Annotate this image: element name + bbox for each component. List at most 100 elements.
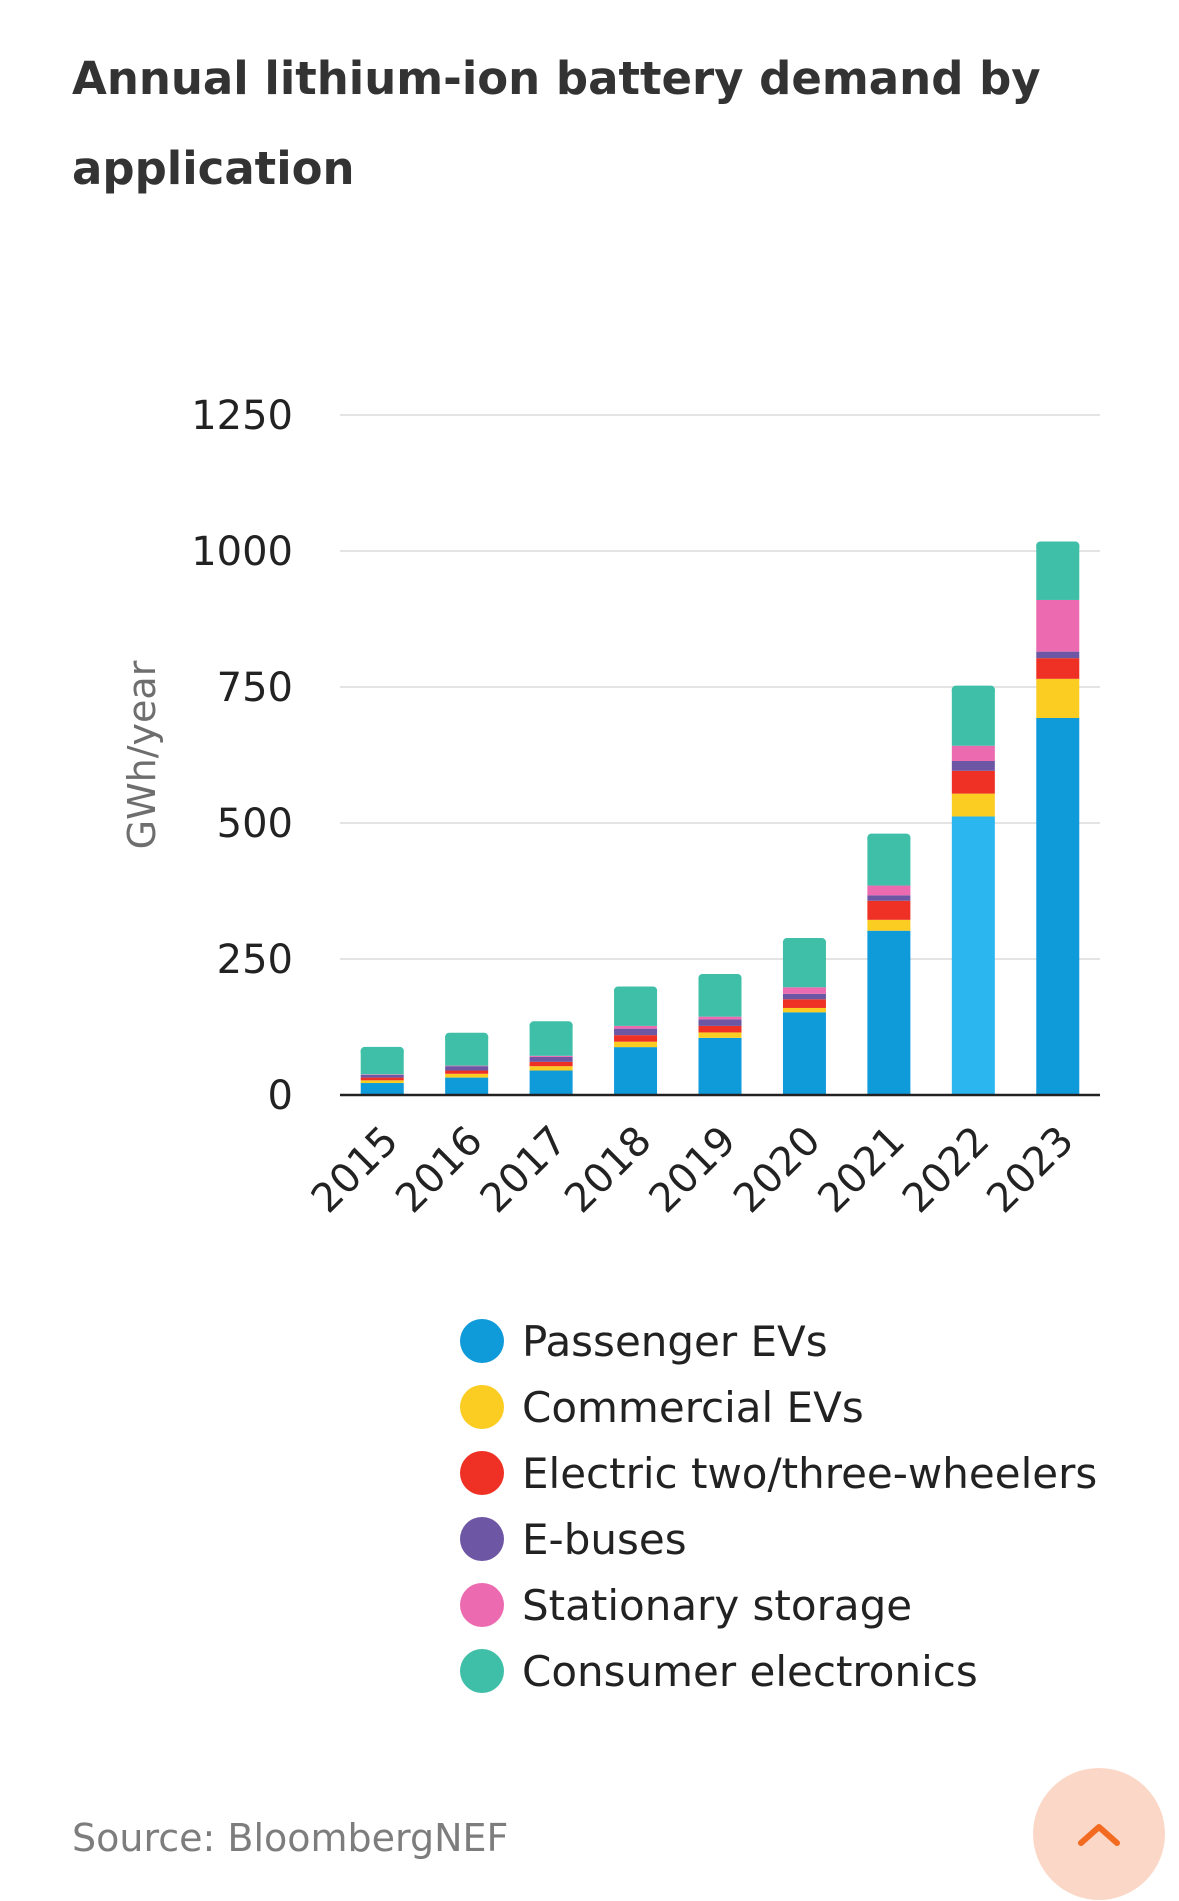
bar-segment: [360, 1074, 404, 1075]
y-tick-labels: 0 250 500 750 1000 1250: [191, 393, 293, 1119]
bar-stack-2023: [1036, 541, 1080, 1095]
bar-segment: [867, 885, 911, 896]
scroll-to-top-button[interactable]: [1033, 1768, 1165, 1900]
bar-segment: [951, 688, 995, 746]
x-tick-label: 2020: [725, 1118, 830, 1223]
bar-stack-2017: [529, 1021, 573, 1095]
bar-segment: [1036, 651, 1080, 659]
bar-segment: [867, 895, 911, 901]
bar-segment: [1036, 678, 1080, 719]
bar-cap: [614, 986, 658, 997]
bar-segment: [445, 1073, 489, 1078]
bar-segment: [529, 1070, 573, 1095]
legend-label: Stationary storage: [522, 1580, 913, 1630]
bar-cap: [360, 1046, 404, 1057]
bar-segment: [1036, 599, 1080, 652]
bar-segment: [529, 1061, 573, 1067]
bar-segment: [698, 1037, 742, 1095]
legend-label: E-buses: [522, 1514, 687, 1564]
bar-stack-2022: [951, 685, 995, 1095]
bar-cap: [529, 1021, 573, 1032]
y-tick-label: 500: [217, 801, 293, 847]
bar-segment: [698, 1016, 742, 1020]
bar-cap: [698, 973, 742, 984]
bar-segment: [867, 919, 911, 931]
y-tick-label: 750: [217, 665, 293, 711]
bar-segment: [867, 900, 911, 920]
bar-segment: [698, 1025, 742, 1033]
x-tick-label: 2021: [809, 1118, 914, 1223]
bar-segment: [782, 1012, 826, 1095]
bar-segment: [614, 1035, 658, 1042]
y-axis-label: GWh/year: [120, 660, 164, 849]
y-tick-label: 0: [268, 1073, 293, 1119]
bar-segment: [1036, 658, 1080, 679]
x-tick-label: 2015: [303, 1118, 408, 1223]
x-tick-label: 2023: [978, 1118, 1083, 1223]
bar-segment: [445, 1066, 489, 1071]
bar-segment: [1036, 544, 1080, 600]
bar-segment: [782, 999, 826, 1008]
legend-item: E-buses: [460, 1506, 1097, 1572]
bar-stack-2019: [698, 973, 742, 1095]
bar-stack-2016: [445, 1032, 489, 1095]
bar-cap: [782, 938, 826, 949]
bar-segment: [529, 1066, 573, 1071]
source-note: Source: BloombergNEF: [72, 1816, 509, 1860]
bar-segment: [782, 987, 826, 994]
legend-item: Stationary storage: [460, 1572, 1097, 1638]
bar-segment: [614, 1028, 658, 1036]
bars: [360, 541, 1080, 1095]
legend: Passenger EVs Commercial EVs Electric two/…: [460, 1308, 1097, 1704]
legend-item: Commercial EVs: [460, 1374, 1097, 1440]
y-tick-label: 1000: [191, 529, 293, 575]
y-tick-label: 1250: [191, 393, 293, 439]
bar-segment: [614, 1047, 658, 1095]
bar-cap: [951, 685, 995, 696]
bar-segment: [951, 770, 995, 794]
x-tick-label: 2019: [641, 1118, 746, 1223]
bar-segment: [951, 745, 995, 761]
bar-cap: [1036, 541, 1080, 552]
legend-swatch: [460, 1451, 504, 1495]
bar-stack-2018: [614, 986, 658, 1095]
bar-segment: [698, 1032, 742, 1038]
legend-label: Consumer electronics: [522, 1646, 978, 1696]
legend-swatch: [460, 1583, 504, 1627]
bar-stack-2020: [782, 938, 826, 1095]
bar-segment: [782, 1007, 826, 1013]
legend-item: Consumer electronics: [460, 1638, 1097, 1704]
legend-item: Electric two/three-wheelers: [460, 1440, 1097, 1506]
bar-stack-2015: [360, 1046, 404, 1095]
x-tick-label: 2017: [472, 1118, 577, 1223]
bar-segment: [951, 760, 995, 771]
legend-swatch: [460, 1385, 504, 1429]
bar-segment: [360, 1083, 404, 1095]
y-tick-label: 250: [217, 937, 293, 983]
chart-title: Annual lithium-ion battery demand by app…: [72, 52, 1041, 195]
legend-label: Electric two/three-wheelers: [522, 1448, 1098, 1498]
bar-segment: [698, 1019, 742, 1026]
chevron-up-icon: [1078, 1824, 1120, 1846]
legend-label: Commercial EVs: [522, 1382, 864, 1432]
bar-segment: [360, 1074, 404, 1078]
bar-segment: [614, 1041, 658, 1048]
bar-segment: [445, 1077, 489, 1095]
bar-segment: [867, 836, 911, 886]
bar-segment: [360, 1080, 404, 1084]
bar-segment: [614, 1025, 658, 1029]
bar-segment: [782, 941, 826, 988]
bar-segment: [951, 816, 995, 1095]
x-tick-label: 2018: [556, 1118, 661, 1223]
bar-stack-2021: [867, 833, 911, 1095]
bar-segment: [445, 1070, 489, 1074]
bar-segment: [445, 1065, 489, 1067]
bar-segment: [529, 1055, 573, 1057]
legend-swatch: [460, 1517, 504, 1561]
legend-swatch: [460, 1319, 504, 1363]
bar-segment: [782, 993, 826, 1000]
bar-cap: [867, 833, 911, 844]
chart: 0 250 500 750 1000 1250 GWh/year 201520162017…: [120, 393, 1100, 1223]
legend-swatch: [460, 1649, 504, 1693]
bar-segment: [951, 793, 995, 817]
